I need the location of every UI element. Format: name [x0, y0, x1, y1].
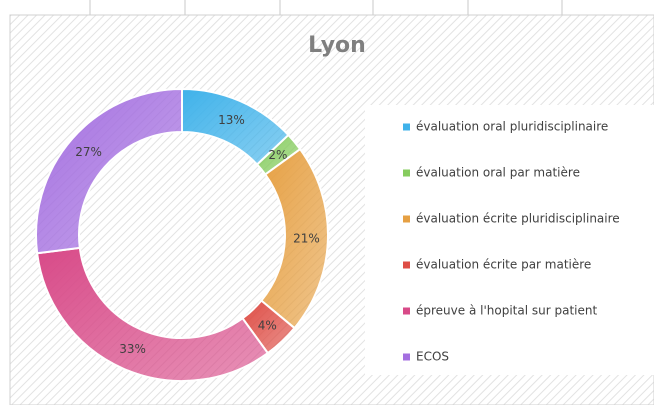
legend-label: évaluation oral par matière	[416, 166, 580, 180]
data-label: 13%	[218, 113, 245, 127]
legend-marker	[403, 353, 410, 361]
data-label: 33%	[119, 342, 146, 356]
donut-slice	[36, 246, 270, 382]
legend-marker	[403, 215, 410, 223]
data-label: 21%	[293, 231, 320, 245]
sheet-grid	[89, 0, 563, 15]
data-label: 27%	[75, 145, 102, 159]
legend-marker	[403, 261, 410, 269]
legend-label: ECOS	[416, 350, 449, 364]
legend: évaluation oral pluridisciplinaire évalua…	[403, 120, 620, 364]
donut: 13% 2% 21% 4% 33% 27%	[35, 87, 329, 382]
donut-slice	[35, 87, 183, 255]
data-label: 2%	[268, 148, 287, 162]
legend-marker	[403, 169, 410, 177]
legend-box	[365, 105, 654, 375]
legend-marker	[403, 123, 410, 131]
legend-label: évaluation oral pluridisciplinaire	[416, 120, 608, 134]
data-label: 4%	[258, 318, 277, 332]
legend-label: évaluation écrite par matière	[416, 258, 591, 272]
legend-label: évaluation écrite pluridisciplinaire	[416, 212, 620, 226]
legend-marker	[403, 307, 410, 315]
legend-label: épreuve à l'hopital sur patient	[416, 304, 597, 318]
chart-title: Lyon	[308, 33, 366, 58]
